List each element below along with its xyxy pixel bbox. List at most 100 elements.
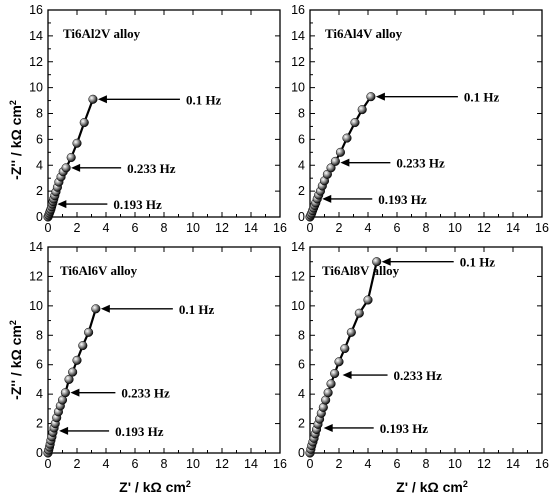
frequency-annotation: 0.1 Hz	[179, 302, 215, 317]
x-tick-label: 16	[535, 221, 549, 235]
data-point	[372, 257, 382, 267]
alloy-label: Ti6Al4V alloy	[325, 26, 403, 41]
x-tick-label: 14	[244, 221, 258, 235]
arrowhead	[323, 423, 333, 432]
data-point	[323, 388, 333, 398]
data-point	[366, 92, 376, 102]
y-axis-title: -Z'' / kΩ cm2	[8, 100, 24, 180]
x-tick-label: 10	[448, 221, 462, 235]
x-tick-label: 4	[365, 457, 372, 471]
arrowhead	[57, 200, 67, 209]
y-tick-label: 2	[298, 184, 305, 198]
frequency-annotation: 0.193 Hz	[113, 197, 162, 212]
data-point	[342, 133, 352, 143]
x-tick-label: 8	[161, 457, 168, 471]
x-tick-label: 8	[423, 221, 430, 235]
arrowhead	[100, 304, 110, 313]
x-tick-label: 2	[74, 457, 81, 471]
data-point	[363, 295, 373, 305]
y-tick-label: 12	[29, 269, 43, 283]
x-tick-label: 12	[215, 221, 229, 235]
data-point	[340, 343, 350, 354]
x-tick-label: 12	[477, 221, 491, 235]
panel-2: 0 2 4 6 8 10 12 14 16 0 2 4 6 8 10 12 14 16 Ti6Al4V alloy 0…	[291, 3, 549, 235]
x-axis-title-right: Z' / kΩ cm2	[396, 479, 468, 495]
x-tick-label: 10	[448, 457, 462, 471]
y-tick-label: 6	[36, 358, 43, 372]
y-tick-label: 4	[36, 158, 43, 172]
frequency-annotation: 0.193 Hz	[378, 192, 427, 207]
data-point	[61, 163, 71, 173]
x-tick-label: 12	[477, 457, 491, 471]
panel-4: 0 2 4 6 8 10 12 14 16 0 2 4 6 8 10 12 14 Ti6Al8V alloy 0.1…	[291, 240, 549, 471]
y-tick-label: 4	[298, 387, 305, 401]
data-point	[72, 138, 82, 148]
data-point	[354, 308, 364, 318]
y-tick-label: 16	[29, 3, 43, 17]
y-tick-label: 14	[291, 240, 305, 254]
y-tick-label: 0	[36, 210, 43, 224]
arrowhead	[381, 257, 391, 266]
x-tick-label: 0	[45, 221, 52, 235]
alloy-label: Ti6Al8V alloy	[322, 263, 400, 278]
y-tick-label: 6	[298, 358, 305, 372]
y-tick-label: 14	[291, 29, 305, 43]
y-tick-label: 8	[36, 328, 43, 342]
frequency-annotation: 0.233 Hz	[396, 156, 445, 171]
y-tick-label: 6	[298, 132, 305, 146]
data-point	[66, 152, 76, 163]
x-tick-label: 4	[103, 457, 110, 471]
data-point	[68, 367, 78, 377]
data-point	[84, 327, 94, 337]
x-tick-label: 2	[74, 221, 81, 235]
arrowhead	[322, 194, 332, 203]
data-point	[60, 388, 70, 398]
y-tick-label: 10	[29, 81, 43, 95]
arrowhead	[70, 388, 80, 397]
y-tick-label: 12	[291, 269, 305, 283]
alloy-label: Ti6Al2V alloy	[63, 26, 141, 41]
y-tick-label: 12	[291, 55, 305, 69]
frequency-annotation: 0.193 Hz	[380, 421, 429, 436]
panels-group: 0 2 4 6 8 10 12 14 16 0 2 4 6 8 10 12 14 16 Ti6Al2V alloy 0…	[29, 3, 549, 471]
arrowhead	[97, 95, 107, 104]
y-tick-label: 4	[298, 158, 305, 172]
y-tick-label: 12	[29, 55, 43, 69]
alloy-label: Ti6Al6V alloy	[60, 263, 138, 278]
y-tick-label: 6	[36, 132, 43, 146]
x-tick-label: 6	[132, 457, 139, 471]
frequency-annotation: 0.233 Hz	[127, 161, 176, 176]
y-tick-label: 0	[36, 446, 43, 460]
data-point	[326, 379, 336, 389]
x-tick-label: 0	[45, 457, 52, 471]
x-tick-label: 0	[307, 221, 314, 235]
y-tick-label: 10	[291, 81, 305, 95]
y-tick-label: 0	[298, 446, 305, 460]
frequency-annotation: 0.1 Hz	[186, 92, 222, 107]
y-tick-label: 10	[291, 299, 305, 313]
panel-1: 0 2 4 6 8 10 12 14 16 0 2 4 6 8 10 12 14 16 Ti6Al2V alloy 0…	[29, 3, 287, 235]
data-point	[350, 118, 360, 128]
data-point	[346, 327, 356, 337]
plot-frame	[309, 9, 543, 218]
x-tick-label: 2	[336, 457, 343, 471]
y-tick-label: 8	[298, 107, 305, 121]
x-tick-label: 8	[423, 457, 430, 471]
data-point	[335, 147, 346, 157]
x-axis-title-left: Z' / kΩ cm2	[119, 479, 191, 495]
x-tick-label: 8	[161, 221, 168, 235]
x-tick-label: 6	[394, 221, 401, 235]
data-point	[64, 374, 74, 384]
data-point	[79, 118, 89, 128]
x-tick-label: 4	[365, 221, 372, 235]
y-tick-label: 0	[298, 210, 305, 224]
arrowhead	[340, 158, 350, 167]
x-tick-label: 4	[103, 221, 110, 235]
data-point	[334, 357, 344, 367]
x-tick-label: 14	[506, 457, 520, 471]
frequency-annotation: 0.233 Hz	[394, 368, 443, 383]
data-point	[326, 163, 336, 173]
arrowhead	[59, 426, 69, 435]
data-point	[78, 341, 88, 351]
